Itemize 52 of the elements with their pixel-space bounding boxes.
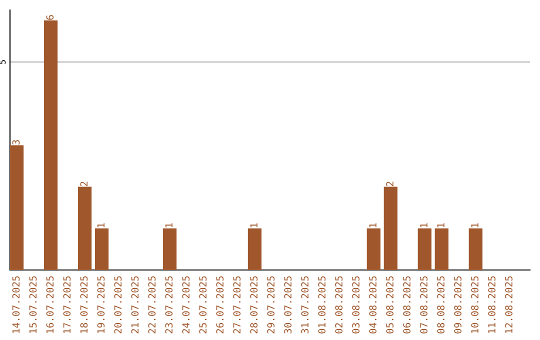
data-label: 1 [369, 223, 376, 228]
x-tick-label: 11.08.2025 [488, 276, 496, 333]
x-tick-label: 17.07.2025 [63, 276, 71, 333]
data-label: 3 [12, 140, 20, 145]
x-tick-label: 09.08.2025 [454, 276, 462, 334]
bar [94, 228, 109, 270]
bar [162, 228, 177, 270]
data-label: 1 [420, 223, 428, 228]
bar [10, 145, 24, 270]
x-tick-label: 03.08.2025 [352, 276, 360, 334]
data-label: 6 [46, 15, 54, 20]
x-tick-label: 20.07.2025 [114, 276, 122, 334]
x-tick-label: 02.08.2025 [335, 276, 343, 334]
x-tick-label: 16.07.2025 [46, 276, 54, 333]
x-tick-label: 18.07.2025 [80, 276, 88, 333]
x-tick-label: 08.08.2025 [437, 276, 444, 334]
data-label: 1 [97, 223, 104, 228]
x-tick-label: 07.08.2025 [420, 276, 428, 334]
bar [366, 228, 380, 270]
x-tick-label: 31.07.2025 [301, 276, 309, 334]
x-tick-label: 05.08.2025 [386, 276, 394, 334]
x-tick-label: 27.07.2025 [233, 276, 241, 334]
x-tick-label: 14.07.2025 [12, 276, 20, 333]
x-tick-label: 28.07.2025 [250, 276, 258, 334]
data-label: 2 [386, 182, 394, 186]
x-tick-label: 24.07.2025 [182, 276, 190, 334]
x-tick-label: 12.08.2025 [505, 276, 512, 333]
x-tick-label: 04.08.2025 [369, 276, 377, 334]
x-tick-label: 22.07.2025 [148, 276, 156, 334]
x-tick-label: 29.07.2025 [267, 276, 275, 334]
bar [248, 228, 262, 270]
bar [418, 228, 432, 270]
x-tick-label: 21.07.2025 [131, 276, 139, 334]
data-label: 1 [165, 223, 172, 228]
data-label: 1 [437, 223, 444, 228]
data-label: 2 [80, 182, 88, 186]
x-tick-label: 19.07.2025 [97, 276, 105, 333]
bar [44, 20, 58, 270]
x-tick-label: 25.07.2025 [199, 276, 207, 334]
x-tick-label: 15.07.2025 [29, 276, 37, 333]
bar [468, 228, 482, 270]
data-label: 1 [250, 223, 258, 228]
x-tick-label: 23.07.2025 [165, 276, 173, 334]
bar [384, 186, 398, 270]
x-tick-label: 01.08.2025 [318, 276, 326, 334]
bar [434, 228, 448, 270]
x-tick-label: 26.07.2025 [216, 276, 224, 334]
data-label: 1 [471, 223, 478, 228]
x-tick-label: 06.08.2025 [403, 276, 410, 334]
x-tick-label: 30.07.2025 [284, 276, 292, 334]
bar [78, 186, 92, 270]
x-tick-label: 10.08.2025 [471, 276, 478, 333]
